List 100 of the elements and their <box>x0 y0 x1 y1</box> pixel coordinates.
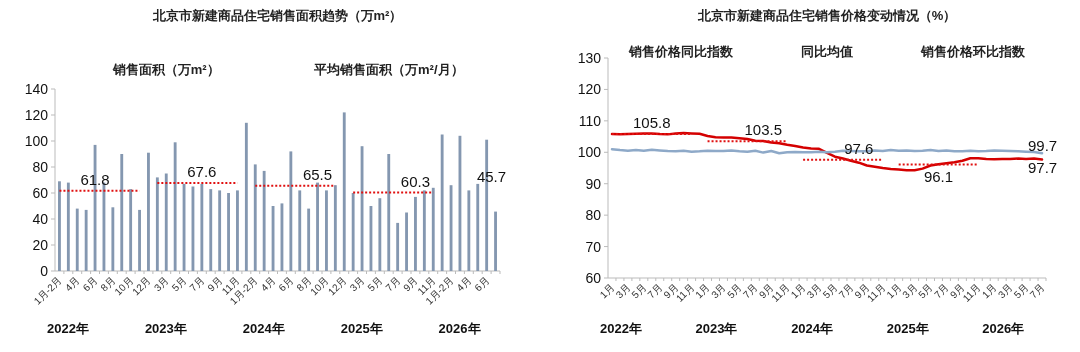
bar <box>414 196 417 271</box>
x-tick-label: 5月 <box>916 281 935 301</box>
x-tick-label: 4月 <box>454 274 474 294</box>
bar <box>84 209 88 271</box>
text: 2024年 <box>242 321 285 336</box>
data-label: 97.7 <box>1028 158 1058 176</box>
annotation: 同比均值 <box>801 44 853 59</box>
bar <box>58 181 61 271</box>
y-tick-label: 60 <box>32 185 49 201</box>
text: 2026年 <box>982 321 1025 336</box>
y-tick-label: 120 <box>24 107 49 123</box>
bar <box>405 212 408 271</box>
bar <box>298 190 302 271</box>
bar <box>316 182 319 271</box>
text: 2025年 <box>340 321 383 336</box>
y-tick-label: 80 <box>585 207 602 224</box>
bar <box>253 164 257 271</box>
bar <box>467 190 471 271</box>
data-label: 97.6 <box>844 139 874 157</box>
text: 2023年 <box>695 321 738 336</box>
bar <box>387 154 391 271</box>
x-tick-label: 1月 <box>693 281 712 301</box>
data-label: 67.6 <box>187 163 217 181</box>
x-tick-label: 5月 <box>365 274 385 294</box>
data-label: 45.7 <box>476 167 507 185</box>
bar <box>396 222 400 271</box>
data-label: 61.8 <box>80 170 110 188</box>
chart-title: 北京市新建商品住宅销售价格变动情况（%） <box>696 8 957 23</box>
y-tick-label: 0 <box>40 263 49 279</box>
data-label: 60.3 <box>400 172 431 190</box>
text: 销售面积（万m²） <box>111 62 220 77</box>
bar <box>227 193 230 271</box>
bar <box>173 142 177 271</box>
x-tick-label: 7月 <box>187 274 207 294</box>
data-label: 103.5 <box>744 121 783 139</box>
bar <box>307 208 311 271</box>
text: 2024年 <box>791 321 834 336</box>
bar <box>218 190 222 271</box>
x-tick-label: 6月 <box>472 274 492 294</box>
bar <box>155 177 159 271</box>
data-label: 65.5 <box>302 165 333 183</box>
x-tick-label: 7月 <box>383 274 403 294</box>
x-tick-label: 3月 <box>347 274 367 294</box>
bar <box>378 198 382 271</box>
bar <box>494 211 497 271</box>
bar <box>342 112 346 271</box>
y-tick-label: 80 <box>32 159 49 175</box>
y-tick-label: 110 <box>578 112 602 129</box>
x-tick-label: 7月 <box>932 281 951 301</box>
chart-title: 北京市新建商品住宅销售面积趋势（万m²） <box>151 8 403 23</box>
text: 平均销售面积（万m²/月） <box>313 62 464 77</box>
bar <box>289 151 293 271</box>
annotation: 销售价格环比指数 <box>920 44 1026 59</box>
bar <box>111 207 115 271</box>
text: 2022年 <box>600 321 642 336</box>
text: 2026年 <box>438 321 481 336</box>
x-tick-label: 3月 <box>151 274 171 294</box>
x-tick-label: 7月 <box>645 281 665 301</box>
x-tick-label: 4月 <box>62 274 82 294</box>
data-label: 96.1 <box>923 167 954 185</box>
x-tick-label: 6月 <box>80 274 100 294</box>
x-tick-label: 1月 <box>884 281 904 301</box>
y-tick-label: 130 <box>577 50 602 66</box>
bar <box>440 134 444 271</box>
y-tick-label: 70 <box>585 238 602 255</box>
bar <box>422 190 426 271</box>
bar <box>147 152 150 271</box>
y-tick-label: 60 <box>585 270 602 286</box>
x-tick-label: 4月 <box>258 274 278 294</box>
data-label: 99.7 <box>1028 137 1058 155</box>
bar <box>325 190 328 271</box>
bar <box>476 183 480 271</box>
text: 2023年 <box>144 321 187 336</box>
y-tick-label: 20 <box>32 237 49 253</box>
y-tick-label: 140 <box>24 81 49 97</box>
x-tick-label: 3月 <box>709 281 728 301</box>
bar <box>66 182 70 271</box>
bar <box>138 209 141 271</box>
bar <box>209 189 213 271</box>
x-tick-label: 5月 <box>169 274 189 294</box>
y-tick-label: 120 <box>577 81 602 98</box>
bar <box>244 122 248 271</box>
bar <box>351 193 355 271</box>
annotation: 销售价格同比指数 <box>628 44 734 59</box>
bar <box>262 170 266 271</box>
text: 2022年 <box>47 321 89 336</box>
y-tick-label: 40 <box>32 211 49 227</box>
bar <box>431 187 435 271</box>
bar <box>129 189 133 271</box>
bar <box>120 154 124 271</box>
y-tick-label: 90 <box>585 175 602 192</box>
data-label: 105.8 <box>633 114 671 132</box>
text: 2025年 <box>886 321 929 336</box>
bar <box>236 190 239 271</box>
y-tick-label: 100 <box>577 144 602 161</box>
x-tick-label: 6月 <box>276 274 296 294</box>
bar <box>164 173 168 271</box>
y-tick-label: 100 <box>24 133 49 149</box>
bar <box>200 183 204 271</box>
bar <box>75 208 79 271</box>
